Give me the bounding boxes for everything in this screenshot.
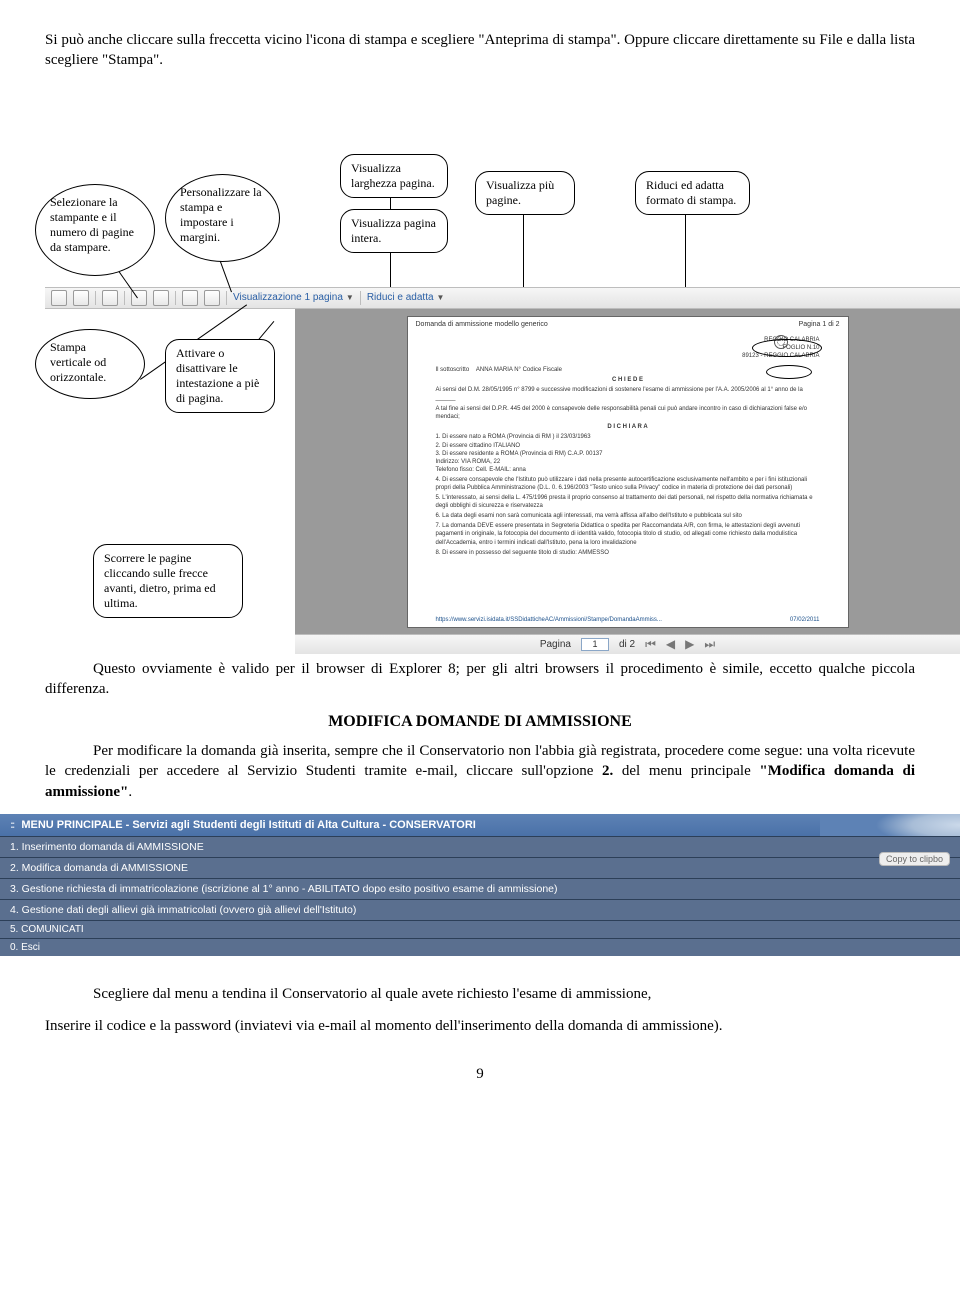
page-number: 9: [45, 1066, 915, 1083]
doc-d10: 8. Di essere in possesso del seguente ti…: [436, 549, 820, 557]
callout-select-printer: Selezionare la stampante e il numero di …: [35, 184, 155, 276]
para-modifica: Per modificare la domanda già inserita, …: [45, 741, 915, 802]
menu-item-5[interactable]: 5. COMUNICATI: [0, 920, 960, 938]
doc-d2: 2. Di essere cittadino ITALIANO: [436, 442, 820, 450]
pager-current-input[interactable]: 1: [581, 638, 609, 651]
doc-dichiara: D I C H I A R A: [436, 423, 820, 431]
headers-toggle-icon[interactable]: [102, 290, 118, 306]
pager-first-icon[interactable]: ⏮: [645, 637, 656, 652]
print-preview-figure: Selezionare la stampante e il numero di …: [45, 99, 915, 659]
doc-d3: 3. Di essere residente a ROMA (Provincia…: [436, 450, 820, 458]
callout-personalize: Personalizzare la stampa e impostare i m…: [165, 174, 280, 262]
doc-sottoscritto: Il sottoscritto: [436, 367, 470, 373]
para-browser-note: Questo ovviamente è valido per il browse…: [45, 659, 915, 700]
callout-orientation: Stampa verticale od orizzontale.: [35, 329, 145, 399]
print-preview-area: Domanda di ammissione modello generico P…: [295, 309, 960, 654]
doc-d1: 1. Di essere nato a ROMA (Provincia di R…: [436, 433, 820, 441]
doc-d5: Telefono fisso: Cell. E-MAIL: anna: [436, 466, 820, 474]
landscape-icon[interactable]: [153, 290, 169, 306]
pager-prev-icon[interactable]: ◀: [666, 637, 675, 651]
menu-title-bar: :: MENU PRINCIPALE - Servizi agli Studen…: [0, 814, 960, 836]
menu-item-3[interactable]: 3. Gestione richiesta di immatricolazion…: [0, 878, 960, 899]
whole-page-icon[interactable]: [204, 290, 220, 306]
pager-total: di 2: [619, 639, 635, 650]
page-setup-icon[interactable]: [73, 290, 89, 306]
printer-icon[interactable]: [51, 290, 67, 306]
shrink-fit-dropdown[interactable]: Riduci e adatta▼: [367, 292, 445, 303]
doc-footer-date: 07/02/2011: [790, 617, 820, 623]
print-preview-toolbar: Visualizzazione 1 pagina▼ Riduci e adatt…: [45, 287, 960, 309]
callout-width: Visualizza larghezza pagina.: [340, 154, 448, 198]
doc-d8: 6. La data degli esami non sarà comunica…: [436, 512, 820, 520]
para-last-1: Scegliere dal menu a tendina il Conserva…: [45, 984, 915, 1004]
menu-item-4[interactable]: 4. Gestione dati degli allievi già immat…: [0, 899, 960, 920]
callout-shrink: Riduci ed adatta formato di stampa.: [635, 171, 750, 215]
doc-p2: A tal fine ai sensi del D.P.R. 445 del 2…: [436, 405, 820, 421]
menu-title-wave: [820, 814, 960, 836]
menu-item-2[interactable]: 2. Modifica domanda di AMMISSIONE: [0, 857, 960, 878]
menu-title-text: MENU PRINCIPALE - Servizi agli Studenti …: [21, 819, 476, 831]
doc-header-page: Pagina 1 di 2: [799, 321, 840, 328]
doc-p1: Ai sensi del D.M. 28/05/1995 n° 8799 e s…: [436, 386, 820, 402]
pager-next-icon[interactable]: ▶: [685, 637, 694, 651]
doc-chiede: C H I E D E: [436, 376, 820, 384]
pager-label: Pagina: [540, 639, 571, 650]
document-preview-page: Domanda di ammissione modello generico P…: [408, 317, 848, 627]
pager-last-icon[interactable]: ⏭: [704, 637, 715, 652]
doc-d7: 5. L'interessato, ai sensi della L. 475/…: [436, 494, 820, 510]
menu-item-1[interactable]: 1. Inserimento domanda di AMMISSIONE: [0, 836, 960, 857]
doc-d4: Indirizzo: VIA ROMA, 22: [436, 458, 820, 466]
preview-pager: Pagina 1 di 2 ⏮ ◀ ▶ ⏭: [295, 634, 960, 654]
intro-paragraph: Si può anche cliccare sulla freccetta vi…: [45, 30, 915, 71]
page-width-icon[interactable]: [182, 290, 198, 306]
menu-item-6[interactable]: 0. Esci: [0, 938, 960, 956]
grip-icon: ::: [10, 819, 13, 831]
copy-clipboard-ghost: Copy to clipbo: [879, 852, 950, 866]
view-mode-dropdown[interactable]: Visualizzazione 1 pagina▼: [233, 292, 354, 303]
menu-screenshot: :: MENU PRINCIPALE - Servizi agli Studen…: [0, 814, 960, 956]
doc-footer-url: https://www.servizi.isidata.it/SSDidatti…: [436, 617, 662, 623]
callout-full-page: Visualizza pagina intera.: [340, 209, 448, 253]
doc-header-title: Domanda di ammissione modello generico: [416, 321, 548, 328]
callout-header-footer: Attivare o disattivare le intestazione a…: [165, 339, 275, 413]
section-heading-modifica: MODIFICA DOMANDE DI AMMISSIONE: [45, 713, 915, 731]
doc-name: ANNA MARIA N° Codice Fiscale: [476, 367, 562, 373]
callout-scroll-pages: Scorrere le pagine cliccando sulle frecc…: [93, 544, 243, 618]
callout-more-pages: Visualizza più pagine.: [475, 171, 575, 215]
doc-highlight-2: [766, 365, 812, 379]
doc-d6: 4. Di essere consapevole che l'Istituto …: [436, 476, 820, 492]
doc-highlight-1: [752, 339, 822, 357]
para-last-2: Inserire il codice e la password (inviat…: [45, 1016, 915, 1036]
doc-d9: 7. La domanda DEVE essere presentata in …: [436, 522, 820, 546]
